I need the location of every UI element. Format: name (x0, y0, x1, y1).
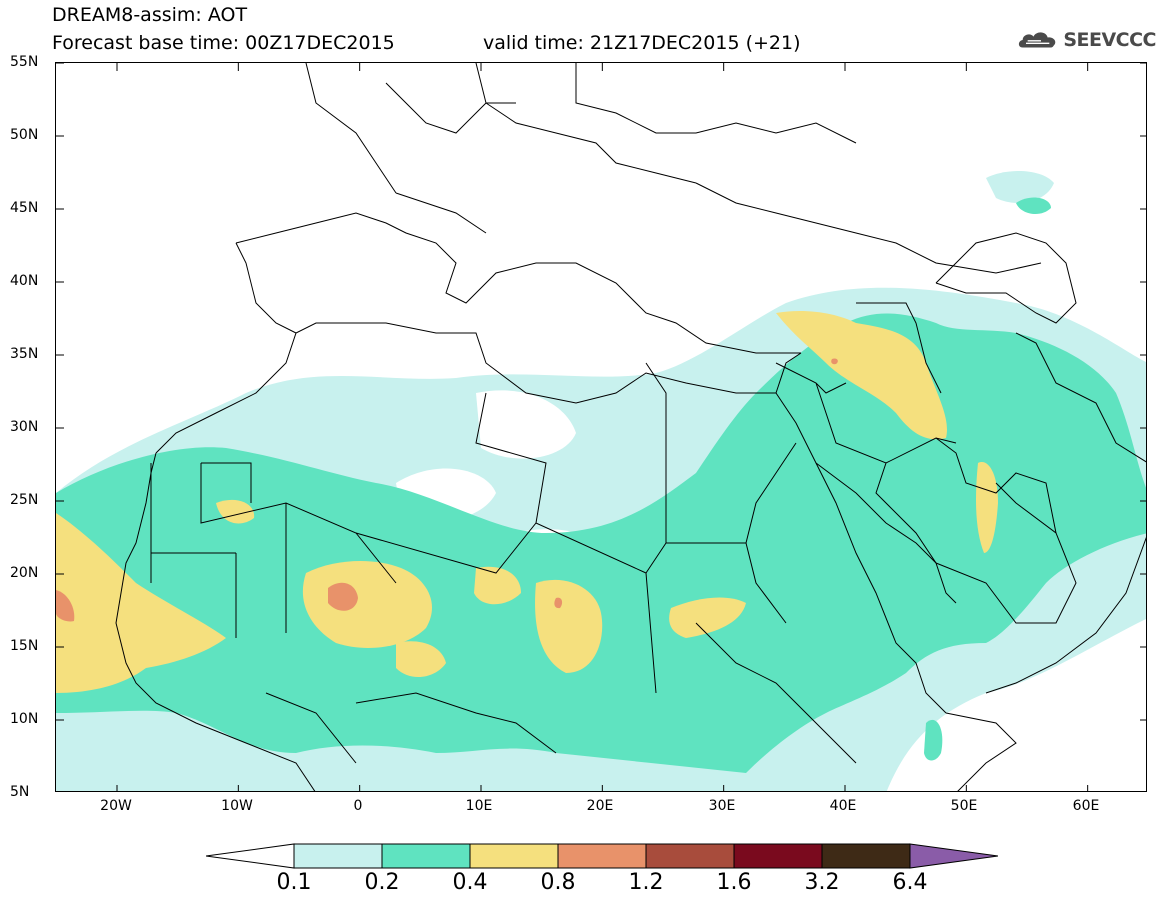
lon-label-20e: 20E (586, 798, 614, 814)
colorbar-under-triangle (206, 843, 295, 869)
lon-label-30e: 30E (708, 798, 736, 814)
lon-label-60e: 60E (1072, 798, 1100, 814)
cloud-logo-icon (1018, 32, 1056, 48)
lon-label-10e: 10E (465, 798, 493, 814)
lat-label-40n: 40N (10, 273, 39, 289)
colorbar-over-triangle (909, 843, 998, 869)
colorbar-segments (206, 843, 998, 869)
logo-text: SEEVCCC (1063, 29, 1156, 51)
lon-label-10w: 10W (221, 798, 253, 814)
colorbar-tick-label: 0.1 (276, 870, 312, 895)
colorbar-tick-label: 3.2 (804, 870, 840, 895)
lat-label-30n: 30N (10, 419, 39, 435)
colorbar-tick-label: 0.8 (540, 870, 576, 895)
aot-colorbar (206, 843, 998, 869)
lat-label-35n: 35N (10, 346, 39, 362)
colorbar-segment (645, 843, 735, 869)
lat-label-50n: 50N (10, 127, 39, 143)
aot-band-0.2 (56, 197, 1146, 773)
seevccc-logo: SEEVCCC (1016, 25, 1156, 55)
lat-label-20n: 20N (10, 565, 39, 581)
lat-label-15n: 15N (10, 638, 39, 654)
colorbar-segment (381, 843, 471, 869)
base-time-label: Forecast base time: 00Z17DEC2015 (52, 32, 395, 54)
colorbar-tick-label: 1.2 (628, 870, 664, 895)
lat-label-5n: 5N (10, 784, 30, 800)
colorbar-segment (557, 843, 647, 869)
lon-label-40e: 40E (829, 798, 857, 814)
aot-band-0.4 (56, 311, 998, 693)
lon-label-50e: 50E (950, 798, 978, 814)
colorbar-tick-label: 1.6 (716, 870, 752, 895)
colorbar-tick-label: 0.2 (364, 870, 400, 895)
map-title: DREAM8-assim: AOT (52, 4, 248, 26)
lat-label-25n: 25N (10, 492, 39, 508)
map-panel (55, 62, 1147, 792)
valid-time-label: valid time: 21Z17DEC2015 (+21) (483, 32, 801, 54)
lon-label-20w: 20W (100, 798, 132, 814)
lon-label-0: 0 (353, 798, 363, 814)
aot-map (56, 63, 1146, 791)
colorbar-segment (821, 843, 911, 869)
frame-ticks (56, 63, 1146, 791)
aot-band-0.8 (56, 358, 838, 622)
colorbar-tick-label: 6.4 (892, 870, 928, 895)
coastlines (115, 82, 1146, 791)
lat-label-10n: 10N (10, 711, 39, 727)
lat-label-55n: 55N (10, 54, 39, 70)
lat-label-45n: 45N (10, 200, 39, 216)
colorbar-tick-label: 0.4 (452, 870, 488, 895)
country-borders (150, 63, 1146, 764)
colorbar-segment (469, 843, 559, 869)
colorbar-segment (293, 843, 383, 869)
colorbar-segment (733, 843, 823, 869)
